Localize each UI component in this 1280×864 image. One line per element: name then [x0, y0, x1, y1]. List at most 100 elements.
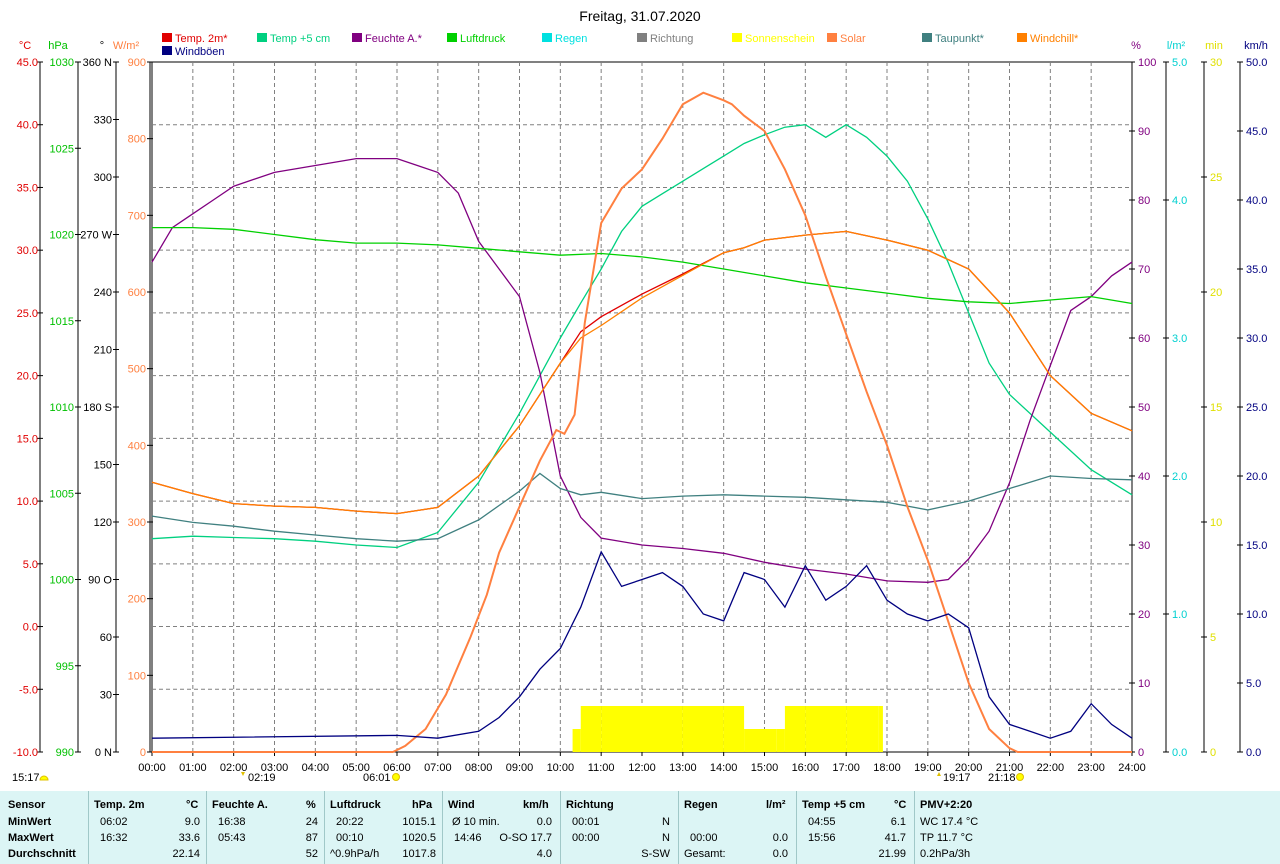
sunmin-axis-tick-label: 30 — [1210, 57, 1222, 69]
legend-swatch — [257, 33, 267, 42]
time-tick-label: 05:00 — [342, 762, 370, 774]
min-wind-label: Ø 10 min. — [452, 816, 500, 828]
avg-press-trend: ^0.9hPa/h — [330, 848, 380, 860]
summary-header-rain-unit: l/m² — [766, 799, 786, 811]
humidity-axis-tick-label: 0 — [1138, 747, 1144, 759]
solar-axis-tick-label: 900 — [128, 57, 146, 69]
solar-axis-tick-label: 300 — [128, 517, 146, 529]
time-tick-label: 04:00 — [302, 762, 330, 774]
legend-label: Taupunkt* — [935, 33, 985, 45]
sunshine-bar — [601, 706, 642, 752]
wind-axis-tick-label: 25.0 — [1246, 402, 1267, 414]
time-tick-label: 15:00 — [751, 762, 779, 774]
min-hum-value: 24 — [305, 816, 318, 828]
solar-axis-tick-label: 500 — [128, 364, 146, 376]
sunshine-bar — [723, 706, 745, 752]
row-label-min: MinWert — [8, 816, 52, 828]
rain-axis-tick-label: 0.0 — [1172, 747, 1187, 759]
sunshine-bar — [642, 706, 683, 752]
max-press-time: 00:10 — [336, 832, 364, 844]
summary-header-temp5cm-unit: °C — [894, 799, 907, 811]
series-line-windchill- — [151, 230, 1133, 515]
sunshine-bar — [776, 729, 785, 752]
series-line-solar — [152, 91, 1132, 753]
time-tick-label: 07:00 — [424, 762, 452, 774]
sunshine-bar — [784, 706, 806, 752]
events: 15:17 02:19 06:01 19:17 21:18 — [12, 772, 1024, 784]
sunshine-bar — [764, 729, 777, 752]
wind-axis-tick-label: 20.0 — [1246, 471, 1267, 483]
event-sunset: 21:18 — [988, 772, 1016, 784]
max-hum-time: 05:43 — [218, 832, 246, 844]
time-tick-label: 01:00 — [179, 762, 207, 774]
chart-svg: Freitag, 31.07.2020 Temp. 2m* Temp +5 cm F… — [12, 8, 1268, 784]
temp-axis-tick-label: 25.0 — [17, 308, 38, 320]
sunmin-axis-tick-label: 0 — [1210, 747, 1216, 759]
legend-swatch — [732, 33, 742, 42]
legend-swatch — [637, 33, 647, 42]
pmv-line-3: 0.2hPa/3h — [920, 848, 971, 860]
time-tick-label: 12:00 — [628, 762, 656, 774]
summary-header-pressure-unit: hPa — [412, 799, 433, 811]
time-tick-label: 00:00 — [138, 762, 166, 774]
summary-separator — [796, 791, 797, 864]
summary-header-humidity-unit: % — [306, 799, 316, 811]
legend-swatch — [542, 33, 552, 42]
wind-axis-tick-label: 45.0 — [1246, 126, 1267, 138]
event-sunrise: 06:01 — [363, 772, 391, 784]
time-tick-label: 21:00 — [996, 762, 1024, 774]
sunmin-axis-tick-label: 25 — [1210, 172, 1222, 184]
legend: Temp. 2m* Temp +5 cm Feuchte A.* Luftdruck R… — [162, 33, 1079, 58]
max-temp-time: 16:32 — [100, 832, 128, 844]
humidity-axis-tick-label: 10 — [1138, 678, 1150, 690]
solar-axis-tick-label: 200 — [128, 594, 146, 606]
sunshine-bar — [846, 706, 879, 752]
max-hum-value: 87 — [305, 832, 318, 844]
axis-unit-label: °C — [19, 40, 31, 52]
legend-swatch — [1017, 33, 1027, 42]
event-moonrise: 19:17 — [943, 772, 971, 784]
pressure-axis-tick-label: 1005 — [50, 488, 74, 500]
pmv-line-2: TP 11.7 °C — [920, 832, 973, 844]
max-wind-value: O-SO 17.7 — [499, 832, 552, 844]
min-temp-time: 06:02 — [100, 816, 128, 828]
series-line-taupunkt- — [151, 472, 1133, 542]
max-dir-time: 00:00 — [572, 832, 600, 844]
wind-axis-tick-label: 50.0 — [1246, 57, 1267, 69]
direction-axis-tick-label: 60 — [100, 632, 112, 644]
temp-axis-tick-label: 10.0 — [17, 496, 38, 508]
wind-axis-tick-label: 30.0 — [1246, 333, 1267, 345]
summary-header-temp2m-unit: °C — [186, 799, 199, 811]
legend-label: Luftdruck — [460, 33, 506, 45]
temp-axis-tick-label: -5.0 — [19, 684, 38, 696]
series-line-temp-5-cm — [151, 123, 1133, 549]
pressure-axis-tick-label: 1030 — [50, 57, 74, 69]
row-label-max: MaxWert — [8, 832, 54, 844]
time-tick-label: 23:00 — [1077, 762, 1105, 774]
grid — [152, 62, 1132, 752]
humidity-axis-tick-label: 90 — [1138, 126, 1150, 138]
wind-axis-tick-label: 0.0 — [1246, 747, 1261, 759]
moonrise-icon — [937, 772, 941, 776]
max-press-value: 1020.5 — [402, 832, 436, 844]
time-tick-label: 14:00 — [710, 762, 738, 774]
temp-axis-tick-label: 5.0 — [23, 559, 38, 571]
avg-dir-value: S-SW — [641, 848, 670, 860]
legend-label: Feuchte A.* — [365, 33, 423, 45]
time-tick-label: 09:00 — [506, 762, 534, 774]
sun-icon — [39, 775, 49, 781]
direction-axis-tick-label: 300 — [94, 172, 112, 184]
direction-axis-tick-label: 0 N — [95, 747, 112, 759]
avg-t5-value: 21.99 — [878, 848, 906, 860]
sunshine-bar — [744, 729, 765, 752]
avg-hum-value: 52 — [305, 848, 318, 860]
solar-axis-tick-label: 100 — [128, 670, 146, 682]
pressure-axis-tick-label: 990 — [56, 747, 74, 759]
time-tick-label: 08:00 — [465, 762, 493, 774]
pressure-axis-tick-label: 1020 — [50, 230, 74, 242]
temp-axis-tick-label: 40.0 — [17, 120, 38, 132]
direction-axis-tick-label: 210 — [94, 345, 112, 357]
temp-axis-tick-label: 35.0 — [17, 182, 38, 194]
summary-header-rain: Regen — [684, 799, 718, 811]
max-rain-time: 00:00 — [690, 832, 718, 844]
